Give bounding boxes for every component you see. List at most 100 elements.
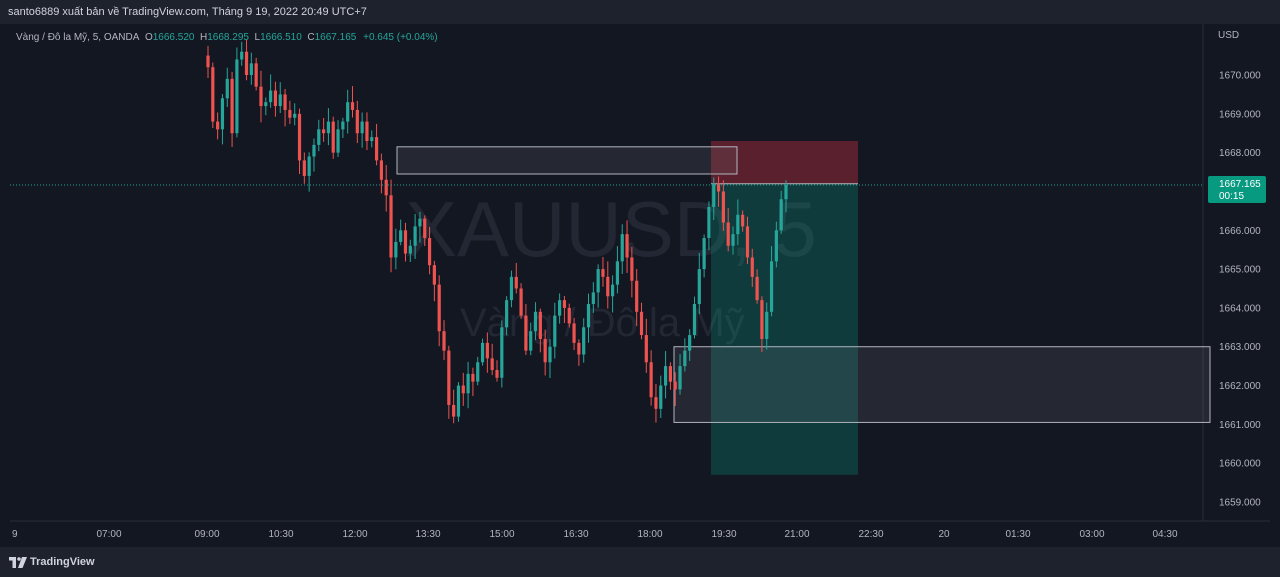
candle [663,351,668,399]
candle-body [688,335,692,351]
candle-body [625,234,629,258]
time-tick-label: 10:30 [268,529,293,540]
candle [741,210,745,232]
price-tick-label: 1666.000 [1219,226,1261,237]
candle [413,213,417,259]
price-tick-label: 1660.000 [1219,459,1261,470]
candle-body [442,331,446,351]
candle-body [697,269,701,305]
candle [471,367,475,397]
candle [495,360,499,382]
candle-body [495,370,499,378]
candle-body [683,350,687,367]
candle [683,338,687,372]
candle [635,269,639,327]
candle-body [745,226,750,258]
time-tick-label: 15:00 [489,529,514,540]
time-tick-label: 18:00 [637,529,662,540]
candle [543,329,547,376]
candle-body [408,245,412,254]
candle [577,339,581,366]
candle [254,57,258,91]
candle [452,389,456,424]
candle-body [331,121,335,153]
candle [278,82,282,113]
candles-layer [206,39,788,424]
candle-body [784,185,788,200]
candle-body [543,338,547,363]
candle [322,118,326,142]
last-price-value: 1667.165 [1219,179,1261,190]
price-axis: 1659.000 1660.000 1661.000 1662.000 1663.000… [1219,71,1261,509]
time-tick-label: 22:30 [858,529,883,540]
candle [399,219,403,246]
candle [649,350,653,406]
candle [365,112,369,151]
candle-body [731,234,735,246]
legend-low-label: L [254,32,261,43]
candle [244,39,249,81]
candle [437,275,441,347]
candle [240,41,244,66]
candle [716,176,721,207]
candle-body [601,269,605,277]
candle [582,318,586,363]
candle-body [765,311,769,339]
candle-body [630,257,634,281]
candle-body [317,129,321,145]
legend-high-label: H [200,32,208,43]
candle [519,283,523,319]
candle-body [341,121,345,130]
candle [370,130,374,148]
demand-zone-rect [673,346,1211,423]
candle-body [264,102,268,107]
candle-body [649,362,653,398]
candle-body [379,160,383,180]
time-tick-label: 19:30 [711,529,736,540]
candle [769,245,774,317]
candle [505,296,509,336]
candle-body [403,230,408,254]
candle-body [760,300,764,339]
legend-close-label: C [307,32,315,43]
candle-body [572,323,576,343]
candle [269,74,273,108]
candle [456,382,461,422]
candle-body [427,238,432,266]
candle [374,123,379,166]
candle-body [302,160,306,176]
candle [317,119,321,152]
candle [442,320,446,361]
candle-body [418,218,422,227]
candle [273,81,278,117]
last-price-badge [1208,176,1266,204]
candle-body [548,346,552,363]
candle-body [432,265,436,285]
candle [586,293,591,343]
price-tick-label: 1659.000 [1219,498,1261,509]
candle-body [558,300,562,316]
candle-body [644,335,648,363]
legend-symbol: Vàng / Đô la Mỹ, 5, OANDA [16,32,140,43]
footer-brand: TradingView [30,556,95,568]
candle [230,71,234,147]
candle-body [466,373,470,394]
legend-open-label: O [144,32,153,43]
candle [692,296,697,339]
candle [721,180,725,231]
candle-body [413,226,417,246]
price-tick-label: 1663.000 [1219,342,1261,353]
candle [225,67,229,107]
candle [350,86,355,118]
candle [596,264,600,308]
price-chart[interactable]: XAUUSD, 5 Vàng / Đô la Mỹ 1659.0001660.0… [10,24,1270,547]
candle-body [654,397,658,409]
take-profit-zone [711,183,858,475]
candle-body [249,63,253,75]
candle-body [659,385,663,409]
tradingview-logo-icon [9,557,27,568]
candle-body [606,276,610,297]
candle [611,275,615,313]
candle-body [615,261,620,285]
candle-body [437,284,441,332]
